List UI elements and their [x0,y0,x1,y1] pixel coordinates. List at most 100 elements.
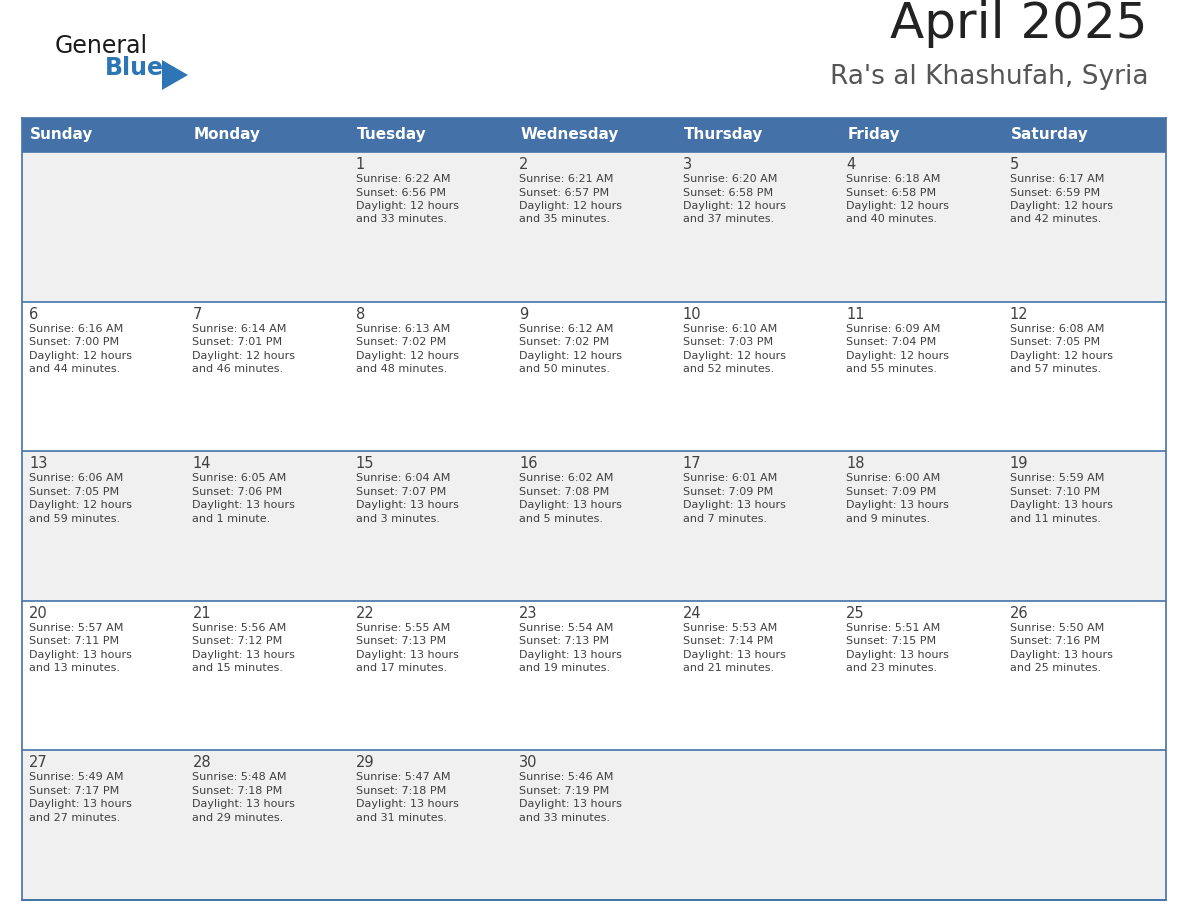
Text: Daylight: 12 hours: Daylight: 12 hours [1010,351,1113,361]
Text: Sunrise: 5:46 AM: Sunrise: 5:46 AM [519,772,614,782]
Text: Sunrise: 6:09 AM: Sunrise: 6:09 AM [846,324,941,333]
Text: 1: 1 [356,157,365,172]
Text: Sunrise: 5:48 AM: Sunrise: 5:48 AM [192,772,287,782]
Text: Sunrise: 6:02 AM: Sunrise: 6:02 AM [519,473,614,483]
Text: 19: 19 [1010,456,1028,471]
Text: 23: 23 [519,606,538,621]
Text: Sunrise: 6:12 AM: Sunrise: 6:12 AM [519,324,614,333]
Text: Sunset: 7:09 PM: Sunset: 7:09 PM [683,487,773,497]
Text: Sunset: 7:01 PM: Sunset: 7:01 PM [192,337,283,347]
Text: Sunset: 6:58 PM: Sunset: 6:58 PM [846,187,936,197]
Text: 7: 7 [192,307,202,321]
Text: Sunset: 7:17 PM: Sunset: 7:17 PM [29,786,119,796]
Text: Sunset: 7:00 PM: Sunset: 7:00 PM [29,337,119,347]
Bar [512,302,676,452]
Bar [676,452,839,600]
Text: Sunset: 7:16 PM: Sunset: 7:16 PM [1010,636,1100,646]
Text: Sunset: 7:08 PM: Sunset: 7:08 PM [519,487,609,497]
Text: and 52 minutes.: and 52 minutes. [683,364,773,375]
Bar [676,750,839,900]
Text: 21: 21 [192,606,211,621]
Text: Sunrise: 5:50 AM: Sunrise: 5:50 AM [1010,622,1104,633]
Text: 26: 26 [1010,606,1028,621]
Text: Daylight: 12 hours: Daylight: 12 hours [1010,201,1113,211]
Bar [1003,152,1165,302]
Text: and 21 minutes.: and 21 minutes. [683,664,773,673]
Text: Daylight: 13 hours: Daylight: 13 hours [356,800,459,810]
Text: and 27 minutes.: and 27 minutes. [29,813,120,823]
Text: Sunset: 7:12 PM: Sunset: 7:12 PM [192,636,283,646]
Text: Sunrise: 6:05 AM: Sunrise: 6:05 AM [192,473,286,483]
Text: Daylight: 12 hours: Daylight: 12 hours [519,201,623,211]
Polygon shape [162,60,188,90]
Bar [23,750,185,900]
Text: Sunrise: 6:17 AM: Sunrise: 6:17 AM [1010,174,1104,184]
Text: Daylight: 12 hours: Daylight: 12 hours [846,201,949,211]
Text: Daylight: 13 hours: Daylight: 13 hours [1010,500,1112,510]
Text: and 37 minutes.: and 37 minutes. [683,215,773,225]
Text: Daylight: 13 hours: Daylight: 13 hours [519,500,623,510]
Bar [185,452,349,600]
Text: 14: 14 [192,456,211,471]
Text: and 59 minutes.: and 59 minutes. [29,514,120,523]
Bar [349,152,512,302]
Bar [1003,600,1165,750]
Text: and 50 minutes.: and 50 minutes. [519,364,611,375]
Text: Sunset: 7:07 PM: Sunset: 7:07 PM [356,487,447,497]
Text: Sunset: 6:56 PM: Sunset: 6:56 PM [356,187,446,197]
Bar [512,152,676,302]
Text: Daylight: 13 hours: Daylight: 13 hours [356,650,459,660]
Bar [185,302,349,452]
Text: April 2025: April 2025 [891,0,1148,48]
Text: Sunset: 7:05 PM: Sunset: 7:05 PM [1010,337,1100,347]
Text: Sunset: 7:18 PM: Sunset: 7:18 PM [356,786,447,796]
Bar [1003,302,1165,452]
Bar [1003,118,1165,152]
Text: Sunrise: 5:53 AM: Sunrise: 5:53 AM [683,622,777,633]
Text: Sunrise: 6:08 AM: Sunrise: 6:08 AM [1010,324,1104,333]
Bar [839,302,1003,452]
Text: Sunrise: 5:54 AM: Sunrise: 5:54 AM [519,622,614,633]
Text: 10: 10 [683,307,701,321]
Text: and 33 minutes.: and 33 minutes. [356,215,447,225]
Bar [185,600,349,750]
Text: 8: 8 [356,307,365,321]
Text: Sunrise: 6:10 AM: Sunrise: 6:10 AM [683,324,777,333]
Text: Daylight: 13 hours: Daylight: 13 hours [519,800,623,810]
Text: 28: 28 [192,756,211,770]
Text: Daylight: 13 hours: Daylight: 13 hours [29,650,132,660]
Text: Sunrise: 6:22 AM: Sunrise: 6:22 AM [356,174,450,184]
Text: and 48 minutes.: and 48 minutes. [356,364,447,375]
Text: Sunset: 7:14 PM: Sunset: 7:14 PM [683,636,773,646]
Text: Daylight: 12 hours: Daylight: 12 hours [192,351,296,361]
Text: Sunrise: 5:56 AM: Sunrise: 5:56 AM [192,622,286,633]
Text: Sunset: 7:03 PM: Sunset: 7:03 PM [683,337,773,347]
Bar [23,452,185,600]
Text: and 40 minutes.: and 40 minutes. [846,215,937,225]
Bar [512,750,676,900]
Bar [185,118,349,152]
Text: Sunday: Sunday [30,128,94,142]
Text: Sunrise: 5:55 AM: Sunrise: 5:55 AM [356,622,450,633]
Text: Daylight: 12 hours: Daylight: 12 hours [846,351,949,361]
Text: Sunset: 7:15 PM: Sunset: 7:15 PM [846,636,936,646]
Bar [185,750,349,900]
Text: 17: 17 [683,456,701,471]
Text: Daylight: 13 hours: Daylight: 13 hours [29,800,132,810]
Text: and 13 minutes.: and 13 minutes. [29,664,120,673]
Bar [23,152,185,302]
Bar [23,118,185,152]
Text: 9: 9 [519,307,529,321]
Bar [676,600,839,750]
Text: Sunset: 7:06 PM: Sunset: 7:06 PM [192,487,283,497]
Text: 24: 24 [683,606,701,621]
Text: 29: 29 [356,756,374,770]
Text: Ra's al Khashufah, Syria: Ra's al Khashufah, Syria [829,64,1148,90]
Text: Daylight: 13 hours: Daylight: 13 hours [192,800,296,810]
Text: Sunrise: 5:57 AM: Sunrise: 5:57 AM [29,622,124,633]
Text: Sunset: 6:58 PM: Sunset: 6:58 PM [683,187,773,197]
Text: Sunrise: 6:20 AM: Sunrise: 6:20 AM [683,174,777,184]
Text: Daylight: 13 hours: Daylight: 13 hours [683,650,785,660]
Text: 2: 2 [519,157,529,172]
Text: Sunset: 7:02 PM: Sunset: 7:02 PM [519,337,609,347]
